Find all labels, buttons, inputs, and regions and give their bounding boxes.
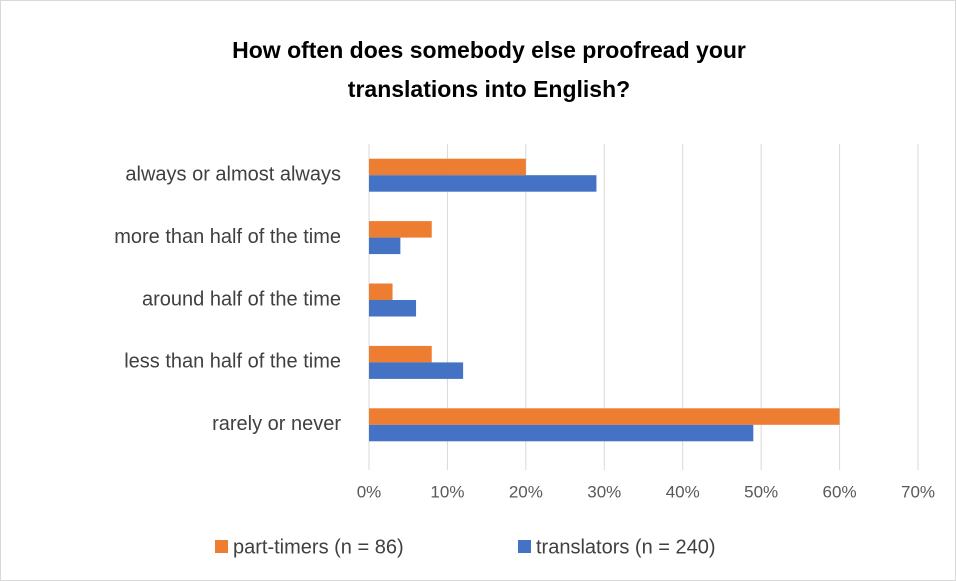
bar (369, 300, 417, 317)
bar (369, 158, 526, 176)
legend-swatch (518, 540, 531, 553)
legend-label: part-timers (n = 86) (233, 536, 404, 558)
chart-title: translations into English? (348, 76, 630, 102)
y-tick-label: always or almost always (125, 163, 341, 185)
y-tick-label: more than half of the time (114, 226, 341, 248)
bar (369, 237, 401, 255)
y-tick-label: rarely or never (212, 413, 341, 435)
legend-swatch (215, 540, 228, 553)
x-tick-label: 10% (430, 482, 464, 501)
x-tick-label: 70% (901, 482, 935, 501)
x-tick-label: 50% (744, 482, 778, 501)
legend-label: translators (n = 240) (536, 536, 716, 558)
chart-title: How often does somebody else proofread y… (232, 37, 746, 63)
x-tick-label: 60% (823, 482, 857, 501)
bar (369, 424, 754, 442)
bar (369, 408, 840, 425)
y-tick-label: around half of the time (142, 288, 341, 310)
bar (369, 175, 597, 192)
y-tick-label: less than half of the time (124, 351, 341, 373)
x-tick-label: 30% (587, 482, 621, 501)
x-tick-label: 0% (357, 482, 382, 501)
x-tick-label: 20% (509, 482, 543, 501)
bar (369, 221, 432, 238)
bar (369, 283, 393, 300)
x-tick-label: 40% (666, 482, 700, 501)
bar (369, 362, 464, 379)
bar (369, 345, 432, 363)
